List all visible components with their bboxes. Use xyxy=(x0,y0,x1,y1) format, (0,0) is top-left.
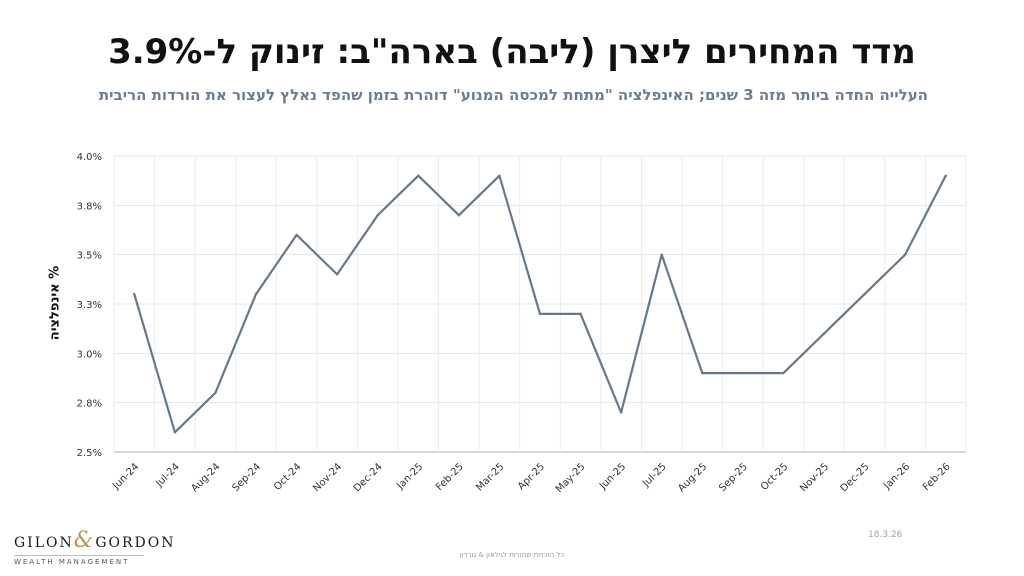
y-tick-label: 3.3% xyxy=(77,300,102,311)
data-point xyxy=(214,391,217,394)
logo-name-left: GILON xyxy=(14,535,74,551)
data-point xyxy=(417,174,420,177)
data-point xyxy=(579,312,582,316)
chart-grid xyxy=(113,155,967,453)
data-point xyxy=(701,371,704,375)
x-tick-label: Nov-25 xyxy=(798,461,831,494)
x-tick-label: Dec-25 xyxy=(839,461,872,494)
x-tick-label: Jun-25 xyxy=(597,461,628,492)
data-point xyxy=(741,371,745,375)
data-point xyxy=(944,174,947,177)
x-tick-label: Oct-25 xyxy=(759,461,791,493)
report-date: 18.3.26 xyxy=(868,530,903,540)
data-point xyxy=(619,411,623,414)
y-tick-label: 4.0% xyxy=(77,152,102,163)
x-tick-label: Jun-24 xyxy=(110,461,141,492)
x-tick-label: Jul-25 xyxy=(640,461,669,490)
chart-subtitle: העלייה החדה ביותר מזה 3 שנים; האינפלציה … xyxy=(98,86,928,104)
copyright-notice: כל הזכויות שמורות לגילאון & גורדון xyxy=(459,551,565,559)
data-point xyxy=(173,431,177,434)
x-tick-label: May-25 xyxy=(554,461,588,495)
data-point xyxy=(863,292,866,296)
data-point xyxy=(822,332,826,335)
data-point xyxy=(376,214,379,217)
logo-name-right: GORDON xyxy=(95,535,176,551)
chart-title: מדד המחירים ליצרן (ליבה) בארה"ב: זינוק ל… xyxy=(108,32,916,72)
data-point xyxy=(254,292,258,296)
data-point xyxy=(295,233,298,237)
x-tick-label: Mar-25 xyxy=(474,461,506,493)
x-tick-label: Oct-24 xyxy=(272,461,304,493)
y-axis-ticks: 2.5% 2.8% 3.0% 3.3% 3.5% 3.8% 4.0% xyxy=(77,152,102,459)
data-point xyxy=(782,371,785,375)
y-tick-label: 2.5% xyxy=(77,448,102,459)
logo-ampersand: & xyxy=(73,528,96,553)
x-tick-label: Jan-26 xyxy=(881,461,912,492)
data-point xyxy=(903,253,907,256)
y-tick-label: 3.0% xyxy=(77,349,102,360)
data-points xyxy=(133,174,947,434)
y-tick-label: 3.5% xyxy=(77,251,102,262)
data-point xyxy=(498,174,501,177)
x-tick-label: Feb-25 xyxy=(434,461,466,493)
data-point xyxy=(457,214,461,217)
x-axis-ticks: Jun-24 Jul-24 Aug-24 Sep-24 Oct-24 Nov-24 Dec-… xyxy=(110,461,953,495)
y-tick-label: 3.8% xyxy=(77,201,102,212)
x-tick-label: Nov-24 xyxy=(311,461,344,494)
data-point xyxy=(133,292,136,296)
y-tick-label: 2.8% xyxy=(77,399,102,410)
logo-tagline: WEALTH MANAGEMENT xyxy=(14,555,144,566)
x-tick-label: Jan-25 xyxy=(394,461,425,492)
company-logo: GILON&GORDON WEALTH MANAGEMENT xyxy=(14,528,173,566)
x-tick-label: Apr-25 xyxy=(516,461,547,492)
x-tick-label: Feb-26 xyxy=(921,461,953,493)
data-point xyxy=(538,312,542,316)
y-axis-label: % אינפלציה xyxy=(47,265,63,341)
x-tick-label: Sep-24 xyxy=(230,461,263,494)
x-tick-label: Aug-24 xyxy=(189,461,222,494)
data-point xyxy=(660,253,663,256)
x-tick-label: Sep-25 xyxy=(717,461,750,494)
x-tick-label: Dec-24 xyxy=(352,461,385,494)
x-tick-label: Aug-25 xyxy=(676,461,709,494)
x-tick-label: Jul-24 xyxy=(153,461,182,490)
data-point xyxy=(335,273,339,276)
